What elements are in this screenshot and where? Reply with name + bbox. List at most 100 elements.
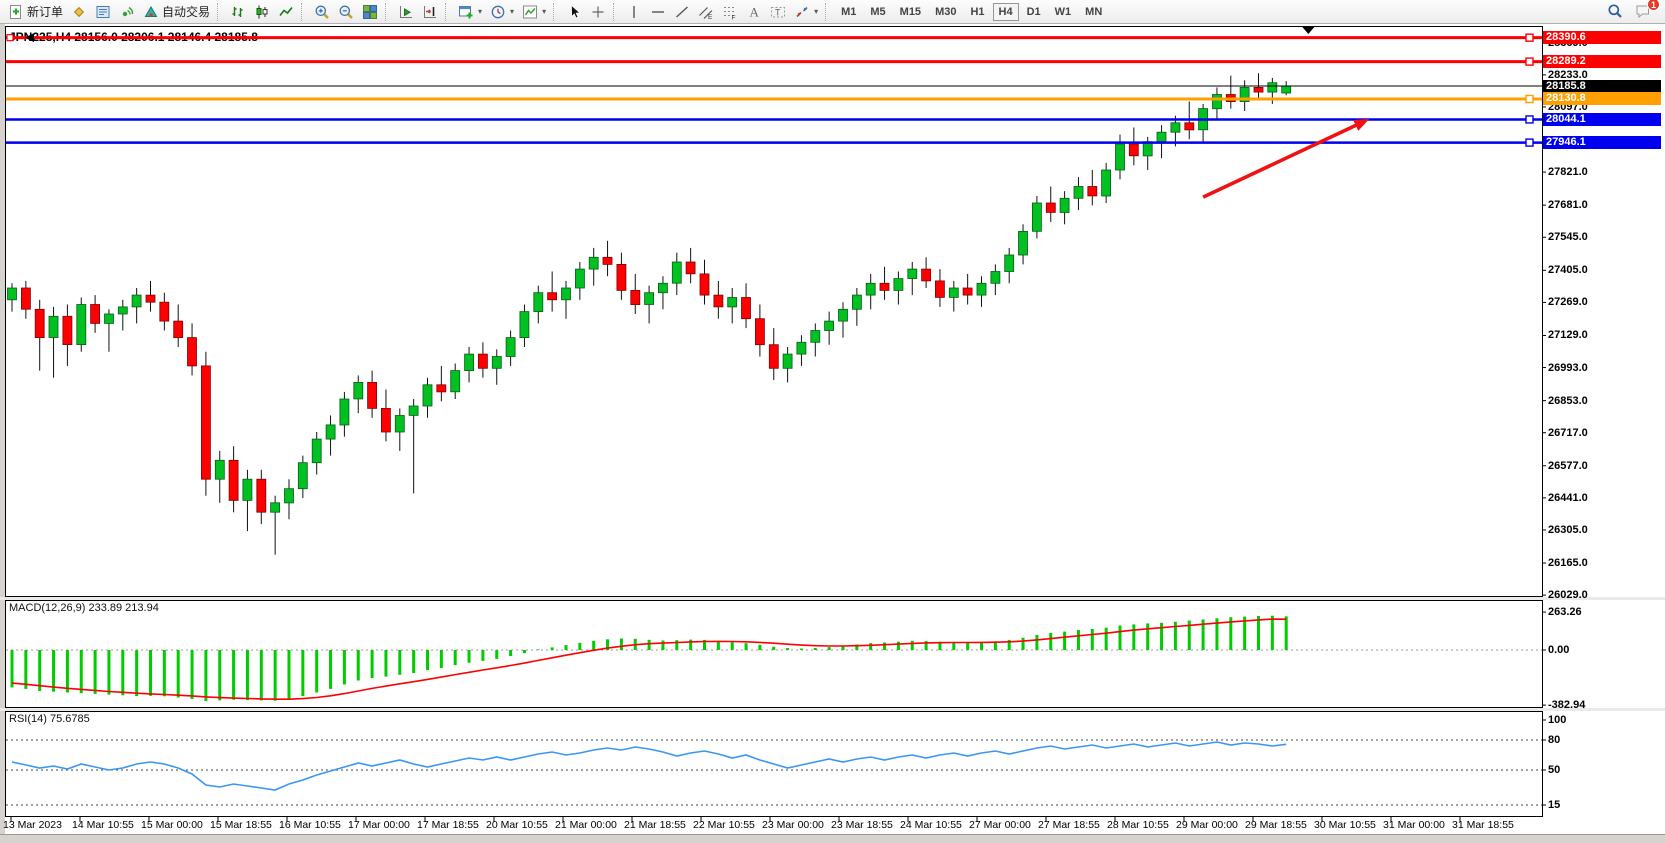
chart-shift-icon xyxy=(422,4,438,20)
price-axis[interactable]: 28369.028233.028097.027821.027681.027545… xyxy=(1543,24,1664,818)
timeframe-mn-button[interactable]: MN xyxy=(1085,5,1103,18)
dropdown-caret-icon[interactable]: ▾ xyxy=(814,7,819,16)
indicators-button[interactable]: ▾ xyxy=(518,1,550,22)
crosshair-icon xyxy=(590,4,606,20)
new-chart-button[interactable]: ▾ xyxy=(454,1,486,22)
time-axis-label: 15 Mar 00:00 xyxy=(141,819,203,831)
indicators-icon xyxy=(522,4,538,20)
pane-splitter[interactable] xyxy=(0,708,1665,711)
timeframe-h4-button[interactable]: H4 xyxy=(992,2,1019,21)
timeframe-w1-button[interactable]: W1 xyxy=(1054,5,1072,18)
arrows-button[interactable]: ▾ xyxy=(790,1,822,22)
chart-line-icon xyxy=(278,4,294,20)
autotrading-button[interactable]: 自动交易 xyxy=(139,1,214,22)
crosshair-button[interactable] xyxy=(586,1,610,22)
tile-windows-icon xyxy=(362,4,378,20)
rsi-tick-label: 80 xyxy=(1548,734,1561,746)
chart-bars-icon xyxy=(230,4,246,20)
rsi-tick-label: 50 xyxy=(1548,764,1561,776)
timeframe-m5-button[interactable]: M5 xyxy=(870,5,886,18)
pane-splitter[interactable] xyxy=(0,597,1665,600)
data-window-button[interactable] xyxy=(91,1,115,22)
toolbar-separator xyxy=(217,2,223,21)
fibo-icon: F xyxy=(722,4,738,20)
time-axis-label: 27 Mar 18:55 xyxy=(1038,819,1100,831)
auto-scroll-button[interactable] xyxy=(394,1,418,22)
text-label-button[interactable]: T xyxy=(766,1,790,22)
fibonacci-button[interactable]: F xyxy=(718,1,742,22)
price-tick-label: 26441.0 xyxy=(1548,491,1588,504)
zoom-in-icon xyxy=(314,4,330,20)
cursor-button[interactable] xyxy=(562,1,586,22)
timeframe-d1-button[interactable]: D1 xyxy=(1026,5,1041,18)
notification-badge: 1 xyxy=(1647,0,1660,11)
price-tick-label: 26717.0 xyxy=(1548,426,1588,439)
dropdown-caret-icon[interactable]: ▾ xyxy=(478,7,483,16)
time-axis-label: 22 Mar 10:55 xyxy=(693,819,755,831)
equidistant-channel-button[interactable]: E xyxy=(694,1,718,22)
dropdown-caret-icon[interactable]: ▾ xyxy=(542,7,547,16)
zoom-in-button[interactable] xyxy=(310,1,334,22)
zoom-out-icon xyxy=(338,4,354,20)
chart-shift-button[interactable] xyxy=(418,1,442,22)
tile-windows-button[interactable] xyxy=(358,1,382,22)
svg-text:F: F xyxy=(732,14,736,20)
trendline-button[interactable] xyxy=(670,1,694,22)
new-order-button[interactable]: 新订单 xyxy=(4,1,67,22)
search-icon xyxy=(1607,3,1623,19)
profiles-button[interactable]: ▾ xyxy=(486,1,518,22)
time-axis-label: 24 Mar 10:55 xyxy=(900,819,962,831)
price-tick-label: 26165.0 xyxy=(1548,557,1588,569)
rsi-tick-label: 100 xyxy=(1548,714,1567,726)
channel-icon: E xyxy=(698,4,714,20)
autotrading-icon xyxy=(143,4,159,20)
price-tag: 28289.2 xyxy=(1543,55,1661,69)
timeframe-m15-button[interactable]: M15 xyxy=(899,5,922,18)
time-axis-label: 21 Mar 00:00 xyxy=(555,819,617,831)
profiles-icon xyxy=(490,4,506,20)
auto-scroll-icon xyxy=(398,4,414,20)
time-axis-label: 15 Mar 18:55 xyxy=(210,819,272,831)
chart-candles-button[interactable] xyxy=(250,1,274,22)
price-tick-label: 26305.0 xyxy=(1548,523,1588,536)
search-button[interactable] xyxy=(1607,3,1625,21)
dropdown-caret-icon[interactable]: ▾ xyxy=(510,7,515,16)
toolbar-separator xyxy=(553,2,559,21)
rsi-indicator-label: RSI(14) 75.6785 xyxy=(9,713,90,725)
time-axis-label: 20 Mar 10:55 xyxy=(486,819,548,831)
toolbar-separator xyxy=(445,2,451,21)
zoom-out-button[interactable] xyxy=(334,1,358,22)
time-axis[interactable]: 13 Mar 2023 14 Mar 10:55 15 Mar 00:00 15 Ma… xyxy=(0,818,1543,834)
macd-tick-label: -382.94 xyxy=(1548,699,1586,712)
toolbar-separator xyxy=(825,2,831,21)
market-watch-button[interactable] xyxy=(67,1,91,22)
notifications-button[interactable]: 1 xyxy=(1635,0,1660,21)
price-tick-label: 27129.0 xyxy=(1548,329,1588,342)
window-bottom-edge xyxy=(0,834,1665,843)
chart-line-button[interactable] xyxy=(274,1,298,22)
time-axis-label: 13 Mar 2023 xyxy=(3,819,62,831)
time-axis-label: 29 Mar 18:55 xyxy=(1245,819,1307,831)
price-tick-label: 27681.0 xyxy=(1548,199,1588,212)
signals-button[interactable] xyxy=(115,1,139,22)
time-axis-label: 16 Mar 10:55 xyxy=(279,819,341,831)
svg-text:T: T xyxy=(775,7,781,17)
price-tag: 28130.8 xyxy=(1543,92,1661,106)
time-axis-label: 14 Mar 10:55 xyxy=(72,819,134,831)
chart-bars-button[interactable] xyxy=(226,1,250,22)
main-toolbar: 新订单 自动交易 ▾ ▾ ▾ E F A T ▾ M1 M5 M15 M30 H1 H4 D1 W1 MN 1 xyxy=(0,0,1665,24)
horizontal-line-button[interactable] xyxy=(646,1,670,22)
timeframe-m1-button[interactable]: M1 xyxy=(841,5,857,18)
vertical-line-button[interactable] xyxy=(622,1,646,22)
timeframe-h1-button[interactable]: H1 xyxy=(970,5,985,18)
chart-background xyxy=(0,24,1665,834)
data-window-icon xyxy=(95,4,111,20)
time-axis-label: 27 Mar 00:00 xyxy=(969,819,1031,831)
price-tag: 28185.8 xyxy=(1543,79,1661,93)
text-button[interactable]: A xyxy=(742,1,766,22)
new-order-icon xyxy=(8,4,24,20)
time-axis-label: 23 Mar 00:00 xyxy=(762,819,824,831)
price-tick-label: 26029.0 xyxy=(1548,589,1588,602)
time-axis-label: 17 Mar 18:55 xyxy=(417,819,479,831)
timeframe-m30-button[interactable]: M30 xyxy=(935,5,957,18)
